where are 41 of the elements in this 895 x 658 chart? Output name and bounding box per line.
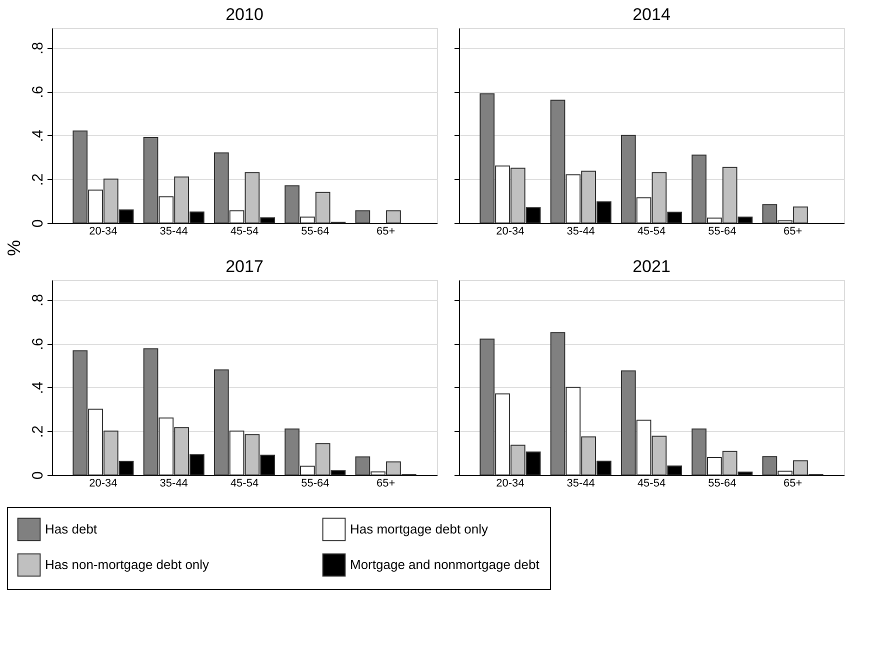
y-tick-label: .6	[30, 86, 46, 98]
x-tick-label: 45-54	[637, 478, 666, 490]
x-tick-label: 20-34	[496, 226, 524, 238]
chart-title: 2017	[226, 257, 264, 276]
y-tick-label: .6	[30, 338, 46, 350]
x-tick-label: 35-44	[160, 226, 188, 238]
y-tick-label: .2	[30, 425, 46, 438]
y-tick-label: .2	[30, 173, 46, 186]
x-tick-label: 65+	[376, 226, 396, 238]
x-tick-label: 45-54	[637, 226, 666, 238]
x-tick-label: 20-34	[89, 226, 118, 238]
legend-label: Has non-mortgage debt only	[45, 557, 210, 572]
legend-label: Mortgage and nonmortgage debt	[350, 557, 540, 572]
chart-title: 2010	[226, 5, 264, 24]
legend-label: Has debt	[45, 521, 98, 536]
x-tick-label: 35-44	[566, 478, 595, 490]
chart-title: 2014	[632, 5, 670, 24]
x-tick-label: 55-64	[708, 478, 736, 490]
bar	[355, 210, 370, 224]
y-tick-label: .8	[30, 42, 46, 54]
x-tick-label: 55-64	[301, 478, 330, 490]
y-tick-label: .4	[30, 130, 46, 142]
x-tick-label: 45-54	[230, 226, 259, 238]
x-tick-label: 20-34	[89, 478, 118, 490]
x-tick-label: 55-64	[708, 226, 736, 238]
x-tick-label: 65+	[783, 478, 802, 490]
x-tick-label: 55-64	[301, 226, 330, 238]
y-tick-label: 0	[30, 219, 46, 228]
bar	[386, 210, 401, 224]
y-tick-label: .8	[30, 294, 46, 306]
x-tick-label: 35-44	[566, 226, 595, 238]
x-tick-label: 45-54	[230, 478, 259, 490]
y-tick-label: 0	[30, 471, 46, 480]
y-tick-label: .4	[30, 382, 46, 394]
x-tick-label: 65+	[783, 226, 802, 238]
legend-label: Has mortgage debt only	[350, 521, 489, 536]
x-tick-label: 35-44	[160, 478, 188, 490]
x-tick-label: 65+	[376, 478, 396, 490]
y-axis-title: %	[4, 240, 24, 256]
chart-title: 2021	[632, 257, 670, 276]
x-tick-label: 20-34	[496, 478, 524, 490]
